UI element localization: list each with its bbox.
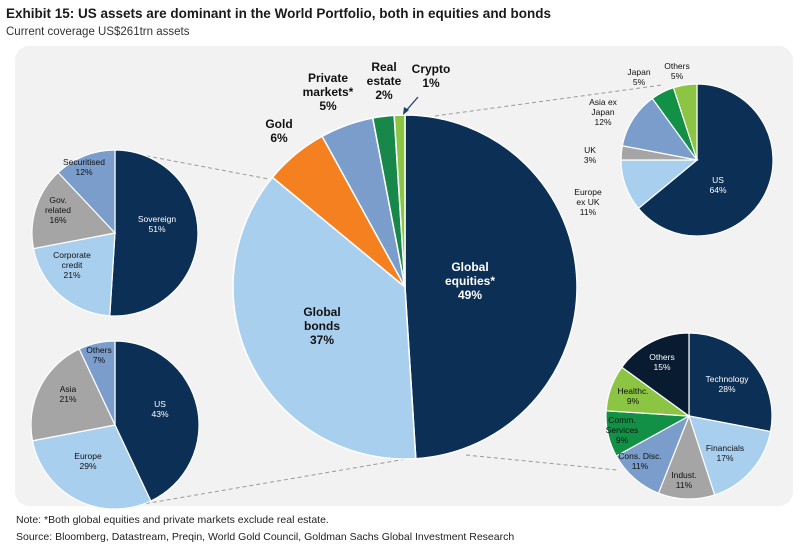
slice-label-equities-region-us: US 64%: [709, 175, 726, 195]
pie-bonds-region: [30, 340, 200, 510]
pie-equities-region: [620, 83, 774, 237]
connector-line: [465, 454, 618, 471]
slice-label-equities-region-europe-ex-uk: Europe ex UK 11%: [574, 187, 602, 217]
pie-labels: Global equities* 49% Global bonds 37% Gold 6% Pr…: [45, 60, 749, 490]
slice-label-bonds-region-europe: Europe 29%: [74, 451, 102, 471]
slice-label-world-private-markets: Private markets* 5%: [303, 71, 354, 113]
slice-bonds-type-securitised: [57, 149, 116, 235]
slice-equities-region-us: [637, 83, 774, 237]
slice-bonds-region-asia: [30, 348, 116, 442]
slice-equities-region-others: [672, 83, 698, 161]
slice-equities-sector-financials: [688, 415, 772, 496]
slice-label-equities-region-asia-ex-japan: Asia ex Japan 12%: [589, 97, 618, 127]
slice-bonds-region-us: [114, 340, 200, 502]
slice-label-world-global-equities: Global equities* 49%: [445, 260, 495, 302]
connector-line: [434, 84, 663, 117]
slice-label-bonds-region-us: US 43%: [151, 399, 168, 419]
slice-label-equities-sector-technology: Technology 28%: [705, 374, 749, 394]
crypto-arrow-head: [403, 107, 409, 115]
footnote: Note: *Both global equities and private …: [16, 514, 329, 526]
slice-bonds-type-sovereign: [109, 149, 199, 317]
slice-world-global-equities: [404, 114, 578, 460]
pie-world: [232, 114, 578, 460]
slice-label-equities-sector-financials: Financials 17%: [706, 443, 744, 463]
slice-label-equities-region-others: Others 5%: [664, 61, 690, 81]
chart-title: Exhibit 15: US assets are dominant in th…: [6, 6, 552, 21]
slice-label-bonds-region-asia: Asia 21%: [59, 384, 76, 404]
slice-label-equities-sector-healthc: Healthc. 9%: [617, 386, 648, 406]
slice-world-crypto: [393, 114, 406, 288]
slice-label-equities-sector-others: Others 15%: [649, 352, 675, 372]
source-line: Source: Bloomberg, Datastream, Preqin, W…: [16, 531, 515, 543]
slice-label-world-crypto: Crypto 1%: [412, 62, 451, 90]
slice-bonds-type-gov-related: [31, 171, 117, 250]
pie-charts: [30, 83, 774, 510]
slice-label-bonds-type-gov-related: Gov. related 16%: [45, 195, 71, 225]
slice-label-equities-sector-comm-services: Comm. Services 9%: [606, 415, 639, 445]
slice-label-world-global-bonds: Global bonds 37%: [303, 305, 340, 347]
pie-bonds-type: [31, 149, 199, 317]
slice-world-global-bonds: [232, 176, 417, 460]
slice-label-bonds-region-others: Others 7%: [86, 345, 112, 365]
slice-equities-sector-others: [621, 332, 690, 418]
slice-label-bonds-type-securitised: Securitised 12%: [63, 157, 105, 177]
pie-equities-sector: [605, 332, 773, 500]
chart-subtitle: Current coverage US$261trn assets: [6, 26, 190, 38]
slice-label-world-gold: Gold 6%: [265, 117, 292, 145]
slice-bonds-type-corporate-credit: [32, 232, 116, 317]
slice-label-equities-sector-indust: Indust. 11%: [671, 470, 697, 490]
slice-bonds-region-europe: [31, 424, 152, 510]
slice-label-world-real-estate: Real estate 2%: [367, 60, 402, 102]
slice-equities-sector-technology: [688, 332, 773, 433]
slice-label-equities-region-uk: UK 3%: [584, 145, 597, 165]
slice-label-bonds-type-corporate-credit: Corporate credit 21%: [53, 250, 91, 280]
crypto-pointer-arrow: [403, 96, 419, 115]
slice-label-equities-sector-cons-disc: Cons. Disc. 11%: [618, 451, 661, 471]
slice-label-equities-region-japan: Japan 5%: [627, 67, 650, 87]
slice-label-bonds-type-sovereign: Sovereign 51%: [138, 214, 177, 234]
slice-bonds-region-others: [78, 340, 116, 426]
connector-line: [119, 457, 413, 509]
